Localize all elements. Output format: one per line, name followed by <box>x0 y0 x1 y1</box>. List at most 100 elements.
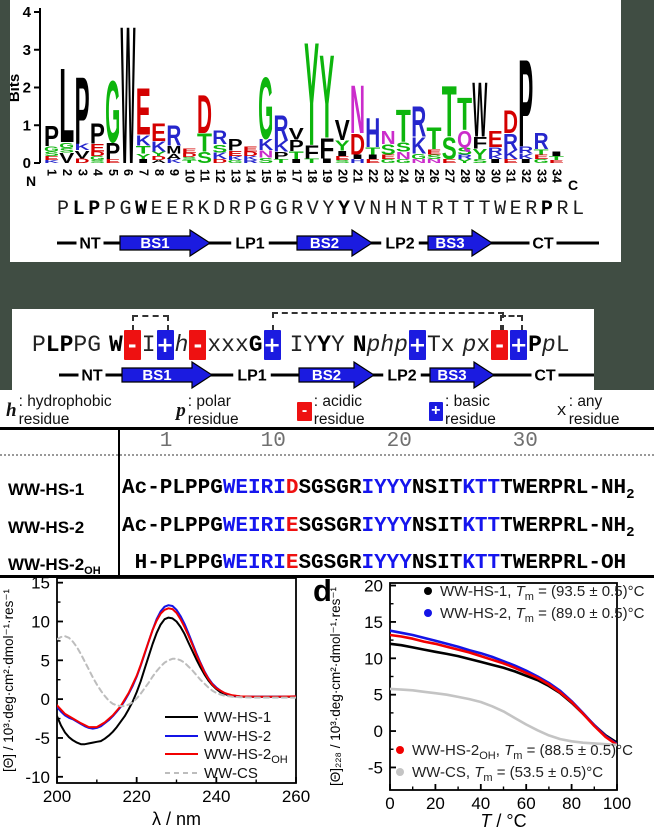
acidic-residue-box: - <box>189 330 207 360</box>
svg-text:R: R <box>518 144 534 156</box>
svg-text:Bits: Bits <box>10 74 23 102</box>
svg-text:15: 15 <box>364 613 383 632</box>
svg-text:WW-CS: WW-CS <box>204 765 258 782</box>
svg-text:E: E <box>182 148 198 154</box>
svg-text:WW-HS-1, Tm = (93.5 ± 0.5)°C: WW-HS-1, Tm = (93.5 ± 0.5)°C <box>440 583 645 603</box>
svg-text:WW-HS-2, Tm = (89.0 ± 0.5)°C: WW-HS-2, Tm = (89.0 ± 0.5)°C <box>440 605 645 625</box>
svg-text:K: K <box>243 156 258 162</box>
svg-text:20: 20 <box>426 794 445 813</box>
svg-text:G: G <box>228 160 243 165</box>
svg-text:16: 16 <box>274 169 288 183</box>
svg-text:4: 4 <box>91 169 105 176</box>
svg-text:S: S <box>212 142 227 155</box>
svg-text:I: I <box>518 159 533 165</box>
residue-key: h: hydrophobic residue p: polar residue -:… <box>6 393 654 429</box>
background-mask <box>621 0 654 262</box>
svg-text:P: P <box>90 117 105 150</box>
svg-text:T: T <box>427 122 442 156</box>
svg-text:G: G <box>44 145 59 154</box>
table-column-divider <box>118 427 120 578</box>
svg-text:S: S <box>182 157 197 162</box>
background-mask <box>0 309 12 390</box>
svg-text:100: 100 <box>603 794 631 813</box>
svg-text:LP1: LP1 <box>237 368 266 385</box>
svg-text:R: R <box>488 145 504 157</box>
svg-text:P: P <box>75 57 90 165</box>
peptide-sequence: H-PLPPGWEIRIESGSGRIYYYNSITKTTTWERPRL-OH <box>122 552 627 575</box>
svg-text:G: G <box>59 141 74 150</box>
svg-text:E: E <box>136 75 151 150</box>
pattern-residue: I <box>141 332 156 358</box>
svg-text:D: D <box>503 105 518 141</box>
basic-residue-box: + <box>409 330 426 360</box>
svg-text:3: 3 <box>23 42 31 59</box>
svg-text:15: 15 <box>259 169 273 183</box>
svg-text:D: D <box>151 156 166 162</box>
svg-text:R: R <box>411 96 426 146</box>
salt-bridge-bracket <box>132 315 169 331</box>
svg-text:Y: Y <box>472 147 487 163</box>
svg-text:T: T <box>182 160 198 165</box>
svg-text:E: E <box>105 159 121 165</box>
svg-text:L: L <box>59 47 74 166</box>
pattern-residue: Y <box>330 332 345 358</box>
residue-key-item: -: acidic residue <box>297 393 413 429</box>
svg-text:E: E <box>427 148 442 157</box>
pattern-residue: P <box>528 332 542 358</box>
svg-text:K: K <box>151 140 166 156</box>
svg-text:D: D <box>212 159 227 165</box>
pattern-residue: L <box>45 332 60 358</box>
svg-text:BS1: BS1 <box>142 367 171 384</box>
svg-text:E: E <box>503 159 519 165</box>
svg-text:N: N <box>411 159 426 165</box>
svg-text:1: 1 <box>45 169 59 176</box>
pattern-residue: h <box>380 332 395 358</box>
svg-text:D: D <box>75 158 90 164</box>
svg-text:Y: Y <box>151 151 167 157</box>
svg-text:CT: CT <box>534 368 556 385</box>
salt-bridge-bracket <box>500 315 523 331</box>
svg-text:E: E <box>90 141 105 154</box>
table-dotted-rule <box>0 454 654 456</box>
svg-text:K: K <box>411 133 426 159</box>
svg-text:-5: -5 <box>368 758 383 777</box>
svg-text:WW-HS-2: WW-HS-2 <box>204 728 271 745</box>
svg-text:LP2: LP2 <box>387 368 416 385</box>
svg-text:G: G <box>534 159 549 165</box>
svg-text:5: 5 <box>41 651 50 670</box>
svg-text:80: 80 <box>562 794 581 813</box>
svg-text:R: R <box>243 160 258 165</box>
svg-text:-10: -10 <box>25 768 50 787</box>
svg-text:D: D <box>90 151 105 157</box>
svg-text:E: E <box>44 156 60 162</box>
svg-text:10: 10 <box>31 612 50 631</box>
svg-text:BS3: BS3 <box>435 235 464 252</box>
svg-text:H: H <box>365 110 380 157</box>
svg-text:40: 40 <box>471 794 490 813</box>
svg-text:W: W <box>121 0 136 194</box>
svg-text:E: E <box>381 154 397 160</box>
svg-text:0: 0 <box>41 690 50 709</box>
svg-text:K: K <box>228 156 243 162</box>
svg-text:I: I <box>136 159 151 165</box>
svg-text:H: H <box>350 159 365 165</box>
residue-key-item: x: any residue <box>556 393 620 428</box>
svg-text:31: 31 <box>504 169 518 183</box>
svg-text:S: S <box>90 160 105 165</box>
svg-text:2: 2 <box>60 169 74 176</box>
svg-text:S: S <box>197 150 212 167</box>
consensus-sequence: PLPPGWEERKDRPGGRVYYVNHNTRTTTWERPRL <box>57 198 588 221</box>
pattern-residue: x <box>440 332 455 358</box>
svg-text:I: I <box>488 159 503 165</box>
svg-text:Q: Q <box>457 127 472 153</box>
svg-text:S: S <box>44 151 60 157</box>
svg-text:10: 10 <box>182 169 196 183</box>
svg-text:N: N <box>258 148 273 160</box>
svg-text:N: N <box>396 150 411 162</box>
svg-text:K: K <box>212 151 227 161</box>
residue-key-item: p: polar residue <box>176 393 239 428</box>
svg-text:K: K <box>503 147 518 162</box>
pattern-residue: x <box>221 332 235 358</box>
svg-text:20: 20 <box>335 169 349 183</box>
pattern-residue: N <box>352 332 367 358</box>
